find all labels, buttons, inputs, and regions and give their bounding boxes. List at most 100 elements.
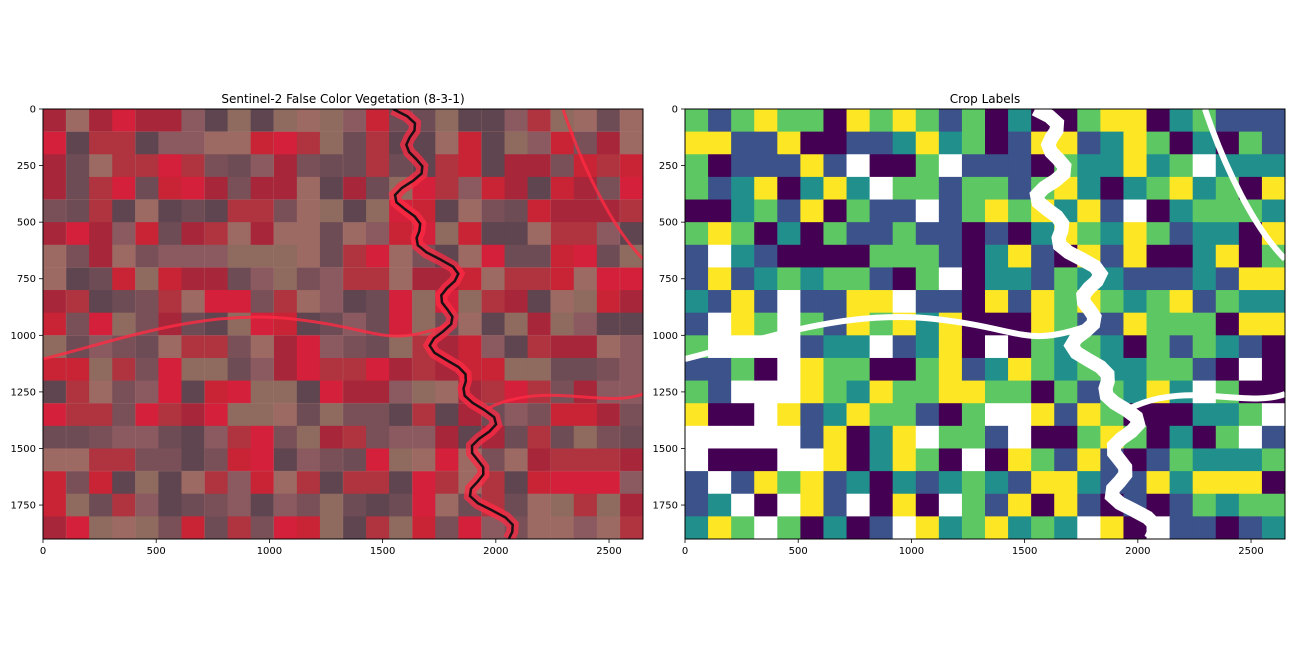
crop-label-cell [1192,154,1217,178]
crop-label-cell [685,312,709,336]
crop-label-cell [1077,154,1101,178]
field-pixel [158,403,183,427]
crop-label-cell [869,290,894,314]
field-pixel [366,312,390,336]
field-pixel [481,312,506,336]
crop-label-cell [961,154,986,178]
field-pixel [273,471,298,495]
crop-label-cell [869,448,894,472]
crop-labels-title: Crop Labels [950,92,1020,106]
crop-label-cell [754,109,778,133]
crop-label-cell [846,516,871,539]
field-pixel [550,516,575,539]
crop-label-cell [1169,380,1194,404]
field-pixel [343,403,367,427]
crop-label-cell [961,244,986,269]
crop-label-cell [823,448,848,472]
field-pixel [458,154,483,178]
crop-label-cell [892,267,917,291]
crop-label-cell [1100,176,1125,201]
field-pixel [504,425,529,450]
crop-label-cell [1008,335,1032,359]
crop-label-cell [1008,493,1032,517]
field-pixel [596,176,621,201]
crop-label-cell [1031,335,1055,359]
field-pixel [89,244,113,269]
crop-label-cell [1215,109,1240,133]
field-pixel [573,380,598,404]
field-pixel [412,448,436,472]
field-pixel [412,403,436,427]
field-pixel [504,244,529,269]
crop-label-cell [1008,176,1032,201]
field-pixel [550,335,575,359]
crop-labels-y-axis: 0 250 500 750 1000 1250 1500 1750 [653,105,685,512]
field-pixel [227,380,252,404]
crop-labels-panel: Crop Labels 0 500 1000 1500 2000 2500 0 250 500… [653,92,1286,557]
crop-label-cell [1192,403,1217,427]
crop-label-cell [708,131,732,155]
field-pixel [296,267,321,291]
crop-label-cell [869,516,894,539]
crop-label-cell [869,131,894,155]
crop-label-cell [1123,267,1148,291]
crop-label-cell [731,290,755,314]
crop-label-cell [1077,471,1101,495]
field-pixel [296,131,321,155]
field-pixel [412,380,436,404]
crop-label-cell [1192,176,1217,201]
crop-labels-frame [684,108,1286,540]
crop-label-cell [892,335,917,359]
crop-label-cell [685,448,709,472]
field-pixel [135,267,159,291]
crop-label-cell [1146,290,1171,314]
field-pixel [435,516,459,539]
field-pixel [158,357,183,382]
field-pixel [296,471,321,495]
crop-label-cell [1031,380,1055,404]
crop-label-cell [1100,312,1125,336]
crop-label-cell [708,403,732,427]
crop-label-cell [777,448,801,472]
y-tick-label: 1750 [653,501,678,512]
crop-label-cell [938,425,963,450]
field-pixel [66,176,90,201]
field-pixel [550,425,575,450]
crop-label-cell [1123,199,1148,223]
crop-label-cell [1077,199,1101,223]
crop-label-cell [1261,403,1285,427]
crop-label-cell [1008,290,1032,314]
crop-label-cell [1123,290,1148,314]
field-pixel [43,380,67,404]
crop-label-cell [892,199,917,223]
crop-label-cell [1077,109,1101,133]
field-pixel [619,380,643,404]
crop-label-cell [846,357,871,382]
field-pixel [366,176,390,201]
crop-label-cell [1146,267,1171,291]
crop-label-cell [1054,425,1078,450]
x-tick-label: 0 [682,546,688,557]
field-pixel [158,493,183,517]
crop-label-cell [1077,176,1101,201]
field-pixel [481,357,506,382]
crop-label-cell [938,335,963,359]
crop-label-cell [846,244,871,269]
crop-label-cell [777,335,801,359]
field-pixel [481,154,506,178]
field-pixel [89,222,113,246]
crop-label-cell [685,516,709,539]
field-pixel [504,312,529,336]
crop-label-cell [708,176,732,201]
field-pixel [319,380,344,404]
field-pixel [158,199,183,223]
field-pixel [527,176,552,201]
crop-label-cell [1100,335,1125,359]
crop-labels-image [685,109,1285,539]
crop-label-cell [1031,244,1055,269]
crop-label-cell [685,380,709,404]
field-pixel [596,222,621,246]
field-pixel [504,290,529,314]
crop-label-cell [1192,222,1217,246]
crop-label-cell [1100,131,1125,155]
